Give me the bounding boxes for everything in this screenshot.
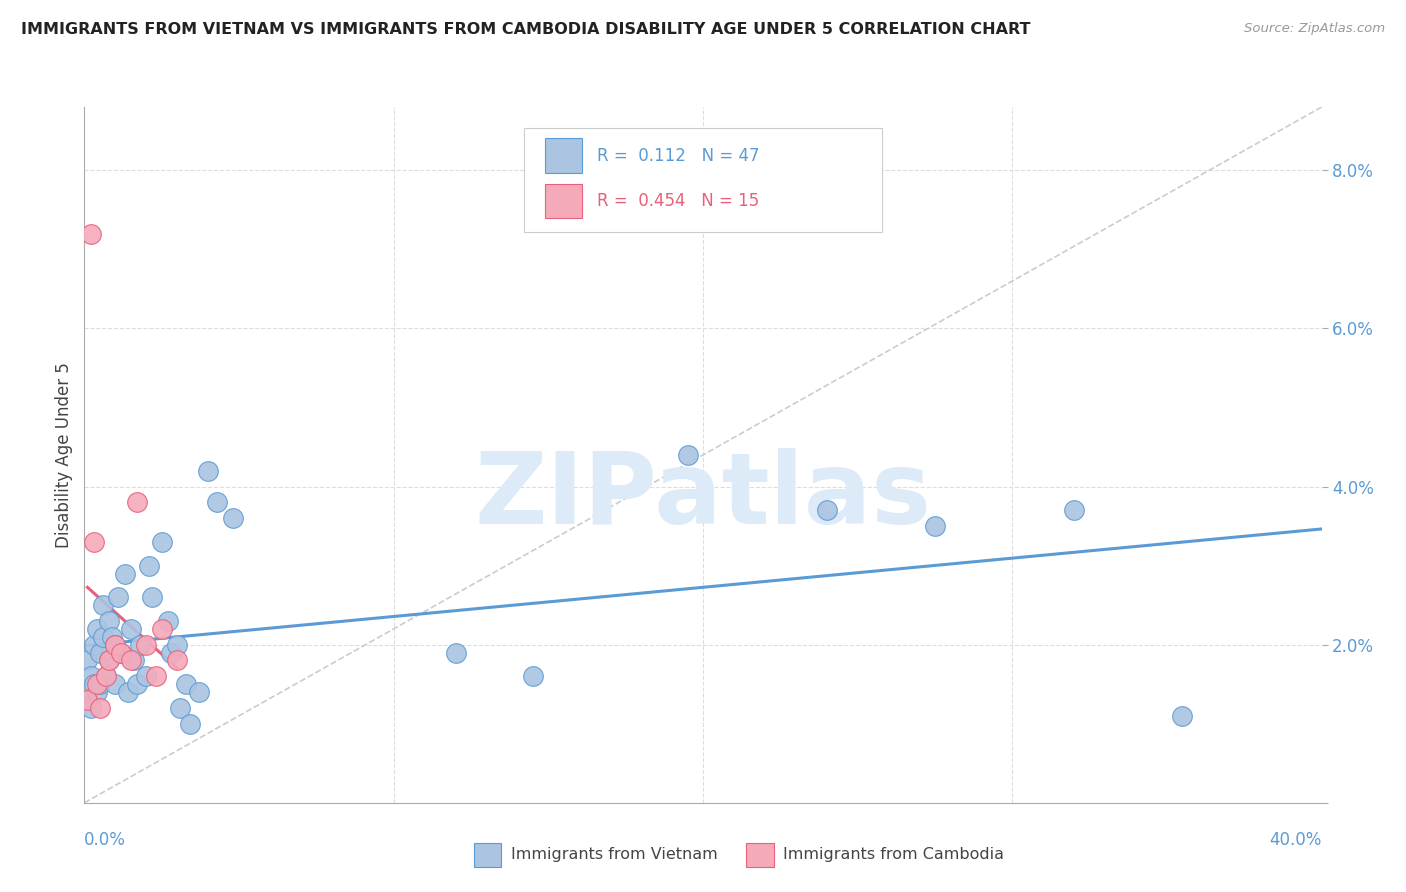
FancyBboxPatch shape xyxy=(523,128,883,232)
Point xyxy=(522,669,544,683)
Point xyxy=(89,701,111,715)
Text: Immigrants from Cambodia: Immigrants from Cambodia xyxy=(783,847,1004,863)
Point xyxy=(79,227,101,241)
Point xyxy=(94,669,117,683)
Point xyxy=(89,677,111,691)
Point xyxy=(83,677,105,691)
Point xyxy=(104,677,127,691)
Point xyxy=(138,558,160,573)
Point xyxy=(86,685,108,699)
Point xyxy=(104,638,127,652)
Point xyxy=(110,646,132,660)
Point xyxy=(114,566,136,581)
Point xyxy=(79,669,101,683)
Point xyxy=(76,653,98,667)
Point xyxy=(197,464,219,478)
Point xyxy=(176,677,198,691)
Point xyxy=(104,638,127,652)
Point xyxy=(120,653,142,667)
Point xyxy=(91,630,114,644)
Point xyxy=(135,638,157,652)
Text: ZIPatlas: ZIPatlas xyxy=(475,448,931,545)
Point xyxy=(145,669,167,683)
Point xyxy=(135,669,157,683)
Point xyxy=(179,716,201,731)
Text: Source: ZipAtlas.com: Source: ZipAtlas.com xyxy=(1244,22,1385,36)
Point xyxy=(107,591,129,605)
Y-axis label: Disability Age Under 5: Disability Age Under 5 xyxy=(55,362,73,548)
Point xyxy=(101,630,124,644)
Point xyxy=(98,653,121,667)
Point xyxy=(166,653,188,667)
Text: R =  0.112   N = 47: R = 0.112 N = 47 xyxy=(596,147,759,165)
Point xyxy=(676,448,699,462)
Point xyxy=(86,622,108,636)
Point xyxy=(94,669,117,683)
Point xyxy=(156,614,179,628)
Point xyxy=(125,677,148,691)
Point xyxy=(169,701,191,715)
Point xyxy=(98,614,121,628)
Point xyxy=(120,622,142,636)
FancyBboxPatch shape xyxy=(474,843,502,867)
Point xyxy=(86,677,108,691)
Point xyxy=(141,591,163,605)
Point xyxy=(1171,708,1194,723)
Point xyxy=(166,638,188,652)
Text: 40.0%: 40.0% xyxy=(1270,830,1322,848)
Point xyxy=(150,534,173,549)
Point xyxy=(89,646,111,660)
Point xyxy=(207,495,229,509)
Text: R =  0.454   N = 15: R = 0.454 N = 15 xyxy=(596,192,759,210)
Point xyxy=(1063,503,1085,517)
Point xyxy=(110,646,132,660)
Text: Immigrants from Vietnam: Immigrants from Vietnam xyxy=(512,847,718,863)
Point xyxy=(76,693,98,707)
Point xyxy=(98,653,121,667)
Point xyxy=(222,511,245,525)
Point xyxy=(79,701,101,715)
Point xyxy=(76,693,98,707)
Point xyxy=(815,503,838,517)
Point xyxy=(444,646,467,660)
Point xyxy=(83,638,105,652)
Point xyxy=(91,598,114,612)
Point xyxy=(187,685,209,699)
Point xyxy=(117,685,139,699)
Text: 0.0%: 0.0% xyxy=(84,830,127,848)
Point xyxy=(122,653,145,667)
FancyBboxPatch shape xyxy=(544,138,582,173)
FancyBboxPatch shape xyxy=(747,843,773,867)
Point xyxy=(125,495,148,509)
Text: IMMIGRANTS FROM VIETNAM VS IMMIGRANTS FROM CAMBODIA DISABILITY AGE UNDER 5 CORRE: IMMIGRANTS FROM VIETNAM VS IMMIGRANTS FR… xyxy=(21,22,1031,37)
Point xyxy=(83,534,105,549)
Point xyxy=(160,646,183,660)
Point xyxy=(924,519,946,533)
FancyBboxPatch shape xyxy=(544,184,582,219)
Point xyxy=(150,622,173,636)
Point xyxy=(129,638,152,652)
